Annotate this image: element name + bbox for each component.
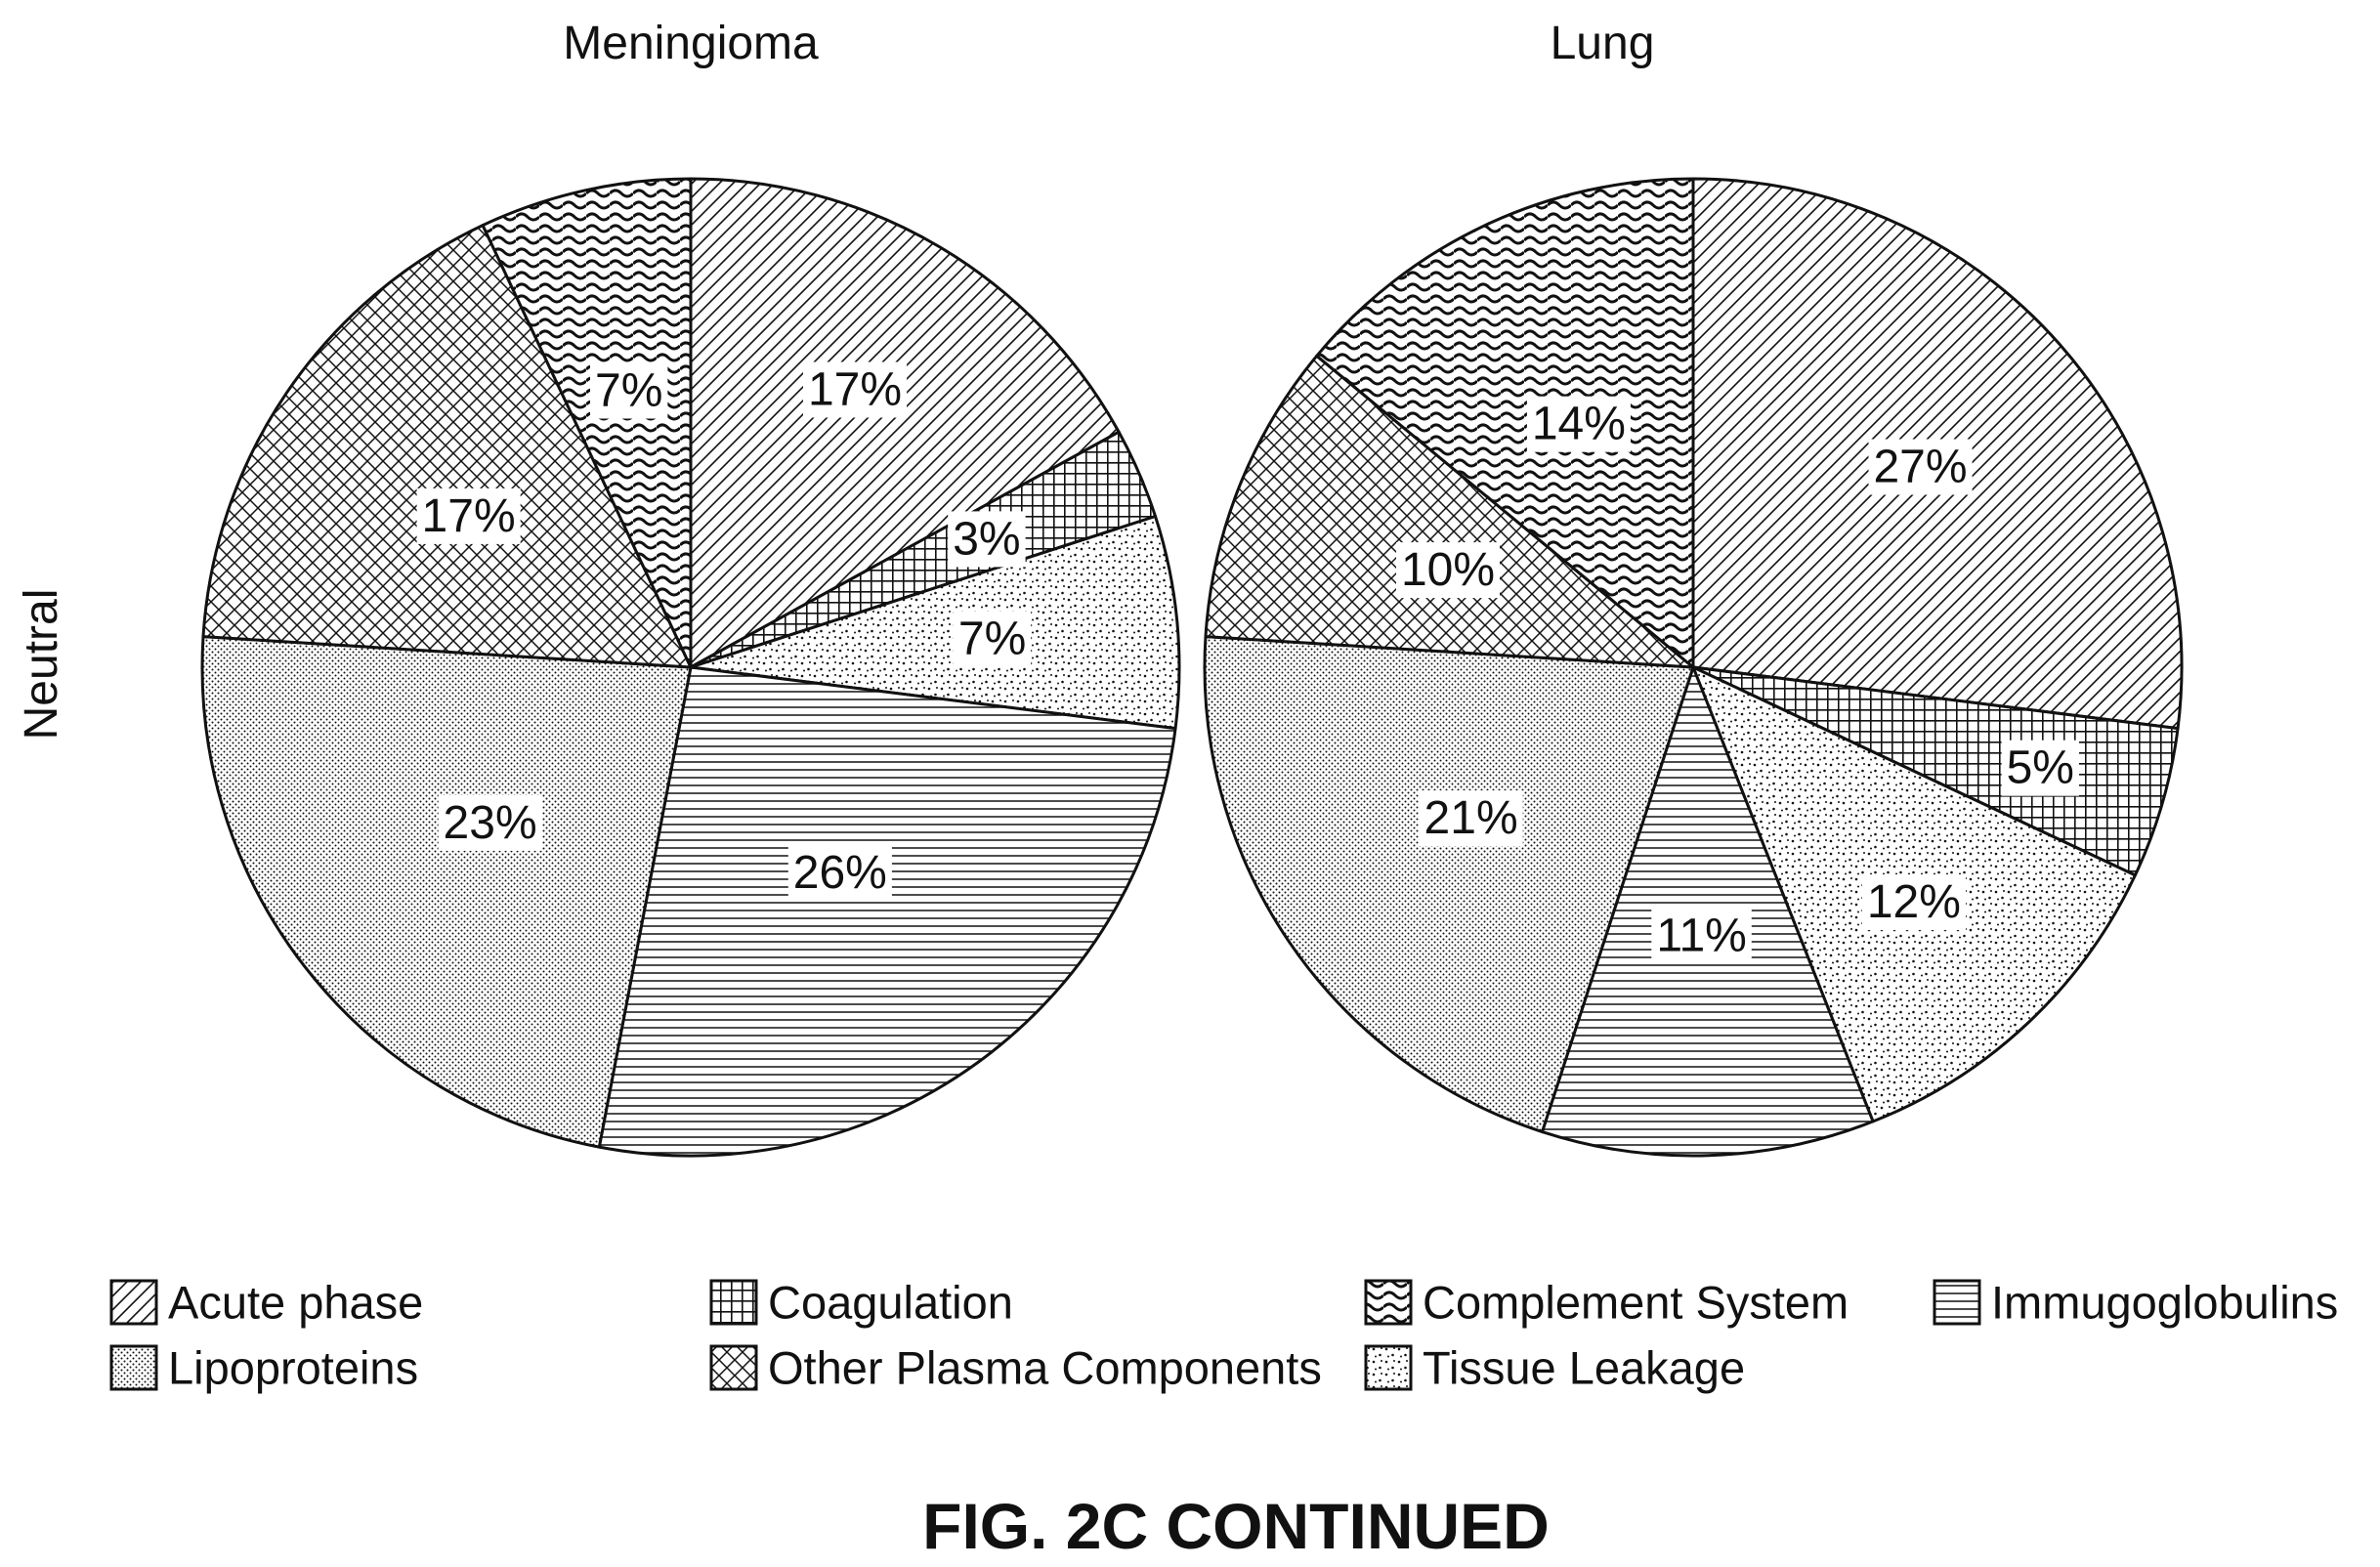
slice-label-text: 11% (1656, 910, 1747, 961)
pie-chart-lung: Lung 27% 5% 12% 11% 21% 10% 14% (1203, 18, 2184, 1158)
slice-label-lung-acute-phase: 27% (1868, 439, 1973, 495)
slice-label-lung-immugoglobulins: 11% (1651, 908, 1752, 964)
slice-label-text: 3% (953, 513, 1020, 565)
slice-label-meningioma-complement-system: 7% (590, 362, 668, 419)
slice-label-background (803, 361, 908, 418)
pie-slices-lung (1203, 177, 2184, 1158)
pie-slice-meningioma-immugoglobulins (597, 665, 1177, 1158)
pie-slices-meningioma (200, 177, 1181, 1158)
slice-label-background (1396, 542, 1501, 599)
legend-label: Complement System (1423, 1277, 1849, 1329)
legend-item-lipoproteins: Lipoproteins (109, 1342, 418, 1394)
slice-label-background (948, 511, 1026, 568)
slice-label-text: 26% (793, 847, 887, 899)
legend-item-other-plasma-components: Other Plasma Components (709, 1342, 1322, 1394)
legend-label: Immugoglobulins (1991, 1277, 2338, 1329)
legend-label: Other Plasma Components (768, 1342, 1322, 1394)
legend-swatch (1364, 1279, 1413, 1326)
legend-label: Coagulation (768, 1277, 1013, 1329)
slice-label-lung-coagulation: 5% (2001, 740, 2079, 796)
slice-label-text: 5% (2007, 742, 2074, 794)
row-label: Neutral (16, 589, 67, 741)
legend-label: Lipoproteins (168, 1342, 418, 1394)
pie-slice-meningioma-lipoproteins (200, 635, 693, 1149)
slice-label-meningioma-acute-phase: 17% (803, 361, 908, 418)
legend-item-immugoglobulins: Immugoglobulins (1933, 1277, 2338, 1329)
slice-label-background (416, 487, 521, 544)
legend-item-coagulation: Coagulation (709, 1277, 1013, 1329)
legend: Acute phase Coagulation Complement System I… (109, 1277, 2338, 1394)
pie-labels-meningioma: 17% 3% 7% 26% 23% 17% 7% (416, 361, 1032, 901)
slice-label-meningioma-tissue-leakage: 7% (953, 611, 1032, 667)
slice-label-background (787, 844, 892, 901)
legend-item-acute-phase: Acute phase (109, 1277, 423, 1329)
pie-labels-lung: 27% 5% 12% 11% 21% 10% 14% (1396, 396, 2079, 964)
legend-item-complement-system: Complement System (1364, 1277, 1849, 1329)
slice-label-background (438, 794, 542, 851)
slice-label-text: 7% (958, 613, 1026, 664)
slice-label-meningioma-coagulation: 3% (948, 511, 1026, 568)
legend-swatch (709, 1279, 758, 1326)
legend-label: Acute phase (168, 1277, 423, 1329)
pie-slice-lung-other-plasma-components (1204, 354, 1695, 669)
pie-slice-meningioma-complement-system (481, 177, 693, 669)
pie-slice-lung-lipoproteins (1203, 635, 1695, 1134)
slice-label-background (953, 611, 1032, 667)
slice-label-text: 12% (1867, 876, 1961, 928)
legend-swatch (109, 1279, 158, 1326)
slice-label-text: 23% (444, 797, 537, 849)
slice-label-meningioma-other-plasma-components: 17% (416, 487, 521, 544)
slice-label-background (1651, 908, 1752, 964)
slice-label-background (1861, 874, 1966, 931)
slice-label-lung-tissue-leakage: 12% (1861, 874, 1966, 931)
legend-swatch (709, 1344, 758, 1391)
slice-label-background (2001, 740, 2079, 796)
pie-slice-meningioma-other-plasma-components (201, 224, 693, 669)
slice-label-meningioma-immugoglobulins: 26% (787, 844, 892, 901)
figure-caption: FIG. 2C CONTINUED (922, 1490, 1550, 1562)
slice-label-text: 17% (422, 490, 516, 542)
legend-swatch (109, 1344, 158, 1391)
slice-label-lung-other-plasma-components: 10% (1396, 542, 1501, 599)
pie-slice-meningioma-acute-phase (689, 177, 1121, 669)
slice-label-meningioma-lipoproteins: 23% (438, 794, 542, 851)
slice-label-text: 27% (1873, 442, 1967, 493)
legend-label: Tissue Leakage (1423, 1342, 1745, 1394)
slice-label-lung-lipoproteins: 21% (1419, 790, 1523, 847)
slice-label-text: 7% (595, 365, 662, 417)
slice-label-background (1419, 790, 1523, 847)
legend-swatch (1364, 1344, 1413, 1391)
slice-label-text: 10% (1401, 544, 1495, 596)
legend-swatch (1933, 1279, 1981, 1326)
slice-label-text: 21% (1424, 792, 1518, 844)
pie-slice-lung-coagulation (1691, 665, 2180, 877)
legend-item-tissue-leakage: Tissue Leakage (1364, 1342, 1745, 1394)
slice-label-background (590, 362, 668, 419)
pie-slice-lung-complement-system (1315, 177, 1695, 669)
pie-slice-meningioma-tissue-leakage (689, 514, 1181, 731)
slice-label-lung-complement-system: 14% (1526, 396, 1631, 452)
slice-label-text: 14% (1532, 399, 1626, 450)
chart-title-lung: Lung (1551, 18, 1655, 69)
pie-chart-meningioma: Meningioma 17% 3% 7% 26% 23% 17% 7% (200, 18, 1181, 1158)
slice-label-background (1526, 396, 1631, 452)
slice-label-text: 17% (808, 364, 902, 416)
chart-title-meningioma: Meningioma (563, 18, 819, 69)
slice-label-background (1868, 439, 1973, 495)
